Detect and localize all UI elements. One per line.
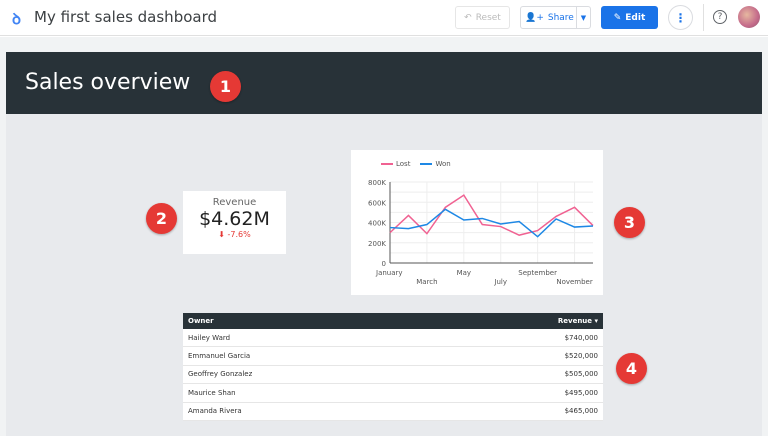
callout-badge-2: 2 [146,203,177,234]
revenue-cell: $520,000 [564,352,598,361]
series-line-won [389,208,594,238]
scorecard-value: $4.62M [199,208,270,230]
callout-badge-1: 1 [210,71,241,102]
edit-button[interactable]: ✎ Edit [601,6,658,29]
legend-label: Lost [396,160,411,168]
divider [703,4,704,31]
table-row[interactable]: Amanda Rivera $465,000 [183,403,603,421]
more-options-icon[interactable]: ⋮ [668,5,693,30]
callout-badge-3: 3 [614,207,645,238]
chart-svg: 0 200K 400K 600K 800K January March May July Sept… [368,179,594,286]
callout-badge-4: 4 [616,353,647,384]
owner-cell: Hailey Ward [188,333,231,342]
chart-legend: Lost Won [381,160,451,168]
revenue-scorecard[interactable]: Revenue $4.62M ⬇ -7.6% [183,191,286,254]
share-label: Share [547,12,574,23]
pencil-icon: ✎ [613,12,622,23]
x-tick-label: September [518,269,557,277]
reset-label: Reset [475,12,501,23]
x-tick-label: May [457,269,471,277]
column-header-revenue[interactable]: Revenue ▾ [558,317,598,325]
revenue-cell: $465,000 [564,407,598,416]
help-icon[interactable]: ? [713,10,727,24]
table-row[interactable]: Maurice Shan $495,000 [183,384,603,403]
legend-swatch [420,163,433,165]
report-page: Sales overview 1 2 3 4 Revenue $4.62M ⬇ … [6,52,762,436]
column-header-owner[interactable]: Owner [188,317,214,325]
column-header-label: Revenue [557,317,593,325]
scorecard-label: Revenue [212,197,257,208]
scorecard-delta: ⬇ -7.6% [183,230,286,239]
table-header: Owner Revenue ▾ [183,313,603,329]
page-title: Sales overview [25,70,191,95]
x-tick-label: January [375,269,403,277]
owner-revenue-table: Owner Revenue ▾ Hailey Ward $740,000 Emman… [183,313,603,421]
time-series-chart[interactable]: Lost Won 0 200K 400K 600K 800K January March Ma… [351,150,603,295]
revenue-cell: $505,000 [564,370,598,379]
arrow-down-icon: ⬇ [218,230,228,239]
y-tick-label: 600K [368,199,386,207]
avatar[interactable] [738,6,760,28]
table-row[interactable]: Hailey Ward $740,000 [183,329,603,348]
owner-cell: Geoffrey Gonzalez [188,370,253,379]
legend-item-lost[interactable]: Lost [381,160,410,168]
x-tick-label: March [416,278,437,286]
x-tick-label: November [556,278,593,286]
report-canvas: Sales overview 1 2 3 4 Revenue $4.62M ⬇ … [0,37,768,436]
edit-label: Edit [625,12,646,23]
owner-cell: Amanda Rivera [188,407,242,416]
legend-item-won[interactable]: Won [420,160,451,168]
y-tick-label: 800K [368,179,386,187]
looker-studio-logo-icon[interactable]: ꝺ [12,10,21,28]
owner-cell: Emmanuel Garcia [188,352,251,361]
sort-descending-icon: ▾ [594,317,598,325]
report-header: Sales overview [6,52,762,114]
delta-value: -7.6% [227,230,251,239]
y-tick-label: 200K [368,240,386,248]
table-row[interactable]: Geoffrey Gonzalez $505,000 [183,366,603,385]
report-title[interactable]: My first sales dashboard [34,8,218,26]
y-tick-label: 0 [382,260,386,268]
share-button[interactable]: 👤+ Share ▼ [520,6,591,29]
owner-cell: Maurice Shan [188,388,236,397]
legend-swatch [381,163,393,165]
share-dropdown-chevron-icon[interactable]: ▼ [576,7,590,28]
series-line-lost [389,194,594,236]
x-tick-label: July [493,278,507,286]
top-toolbar: ꝺ My first sales dashboard ↶ Reset 👤+ Shar… [0,0,768,36]
revenue-cell: $495,000 [564,388,598,397]
legend-label: Won [435,160,451,168]
y-tick-label: 400K [368,220,386,228]
reset-button[interactable]: ↶ Reset [455,6,510,29]
add-person-icon: 👤+ [525,12,544,23]
revenue-cell: $740,000 [564,333,598,342]
table-row[interactable]: Emmanuel Garcia $520,000 [183,347,603,366]
undo-icon: ↶ [464,12,472,23]
